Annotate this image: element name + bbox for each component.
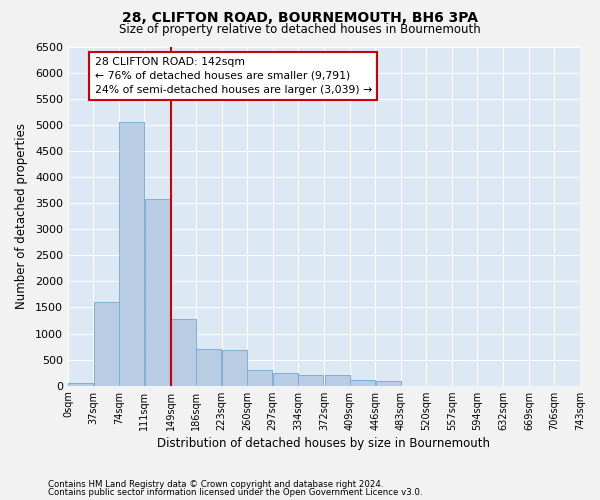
Text: 28, CLIFTON ROAD, BOURNEMOUTH, BH6 3PA: 28, CLIFTON ROAD, BOURNEMOUTH, BH6 3PA xyxy=(122,12,478,26)
Text: Size of property relative to detached houses in Bournemouth: Size of property relative to detached ho… xyxy=(119,24,481,36)
Bar xyxy=(196,349,221,386)
Text: Contains HM Land Registry data © Crown copyright and database right 2024.: Contains HM Land Registry data © Crown c… xyxy=(48,480,383,489)
Bar xyxy=(350,380,375,386)
Bar xyxy=(325,376,350,386)
Bar xyxy=(145,200,170,386)
Bar xyxy=(376,381,401,386)
Bar xyxy=(247,370,272,386)
Text: 28 CLIFTON ROAD: 142sqm
← 76% of detached houses are smaller (9,791)
24% of semi: 28 CLIFTON ROAD: 142sqm ← 76% of detache… xyxy=(95,57,372,95)
Bar xyxy=(273,372,298,386)
Text: Contains public sector information licensed under the Open Government Licence v3: Contains public sector information licen… xyxy=(48,488,422,497)
Bar xyxy=(145,200,170,386)
Bar xyxy=(247,370,272,386)
Bar xyxy=(171,319,196,386)
Bar xyxy=(273,372,298,386)
Bar xyxy=(196,349,221,386)
Bar xyxy=(171,319,196,386)
X-axis label: Distribution of detached houses by size in Bournemouth: Distribution of detached houses by size … xyxy=(157,437,490,450)
Bar xyxy=(298,376,323,386)
Bar xyxy=(350,380,375,386)
Bar xyxy=(222,350,247,386)
Bar xyxy=(119,122,144,386)
Bar xyxy=(222,350,247,386)
Bar xyxy=(325,376,350,386)
Bar xyxy=(94,302,119,386)
Bar xyxy=(68,383,93,386)
Bar xyxy=(119,122,144,386)
Bar xyxy=(376,381,401,386)
Bar xyxy=(68,383,93,386)
Y-axis label: Number of detached properties: Number of detached properties xyxy=(15,123,28,309)
Bar xyxy=(94,302,119,386)
Bar xyxy=(298,376,323,386)
